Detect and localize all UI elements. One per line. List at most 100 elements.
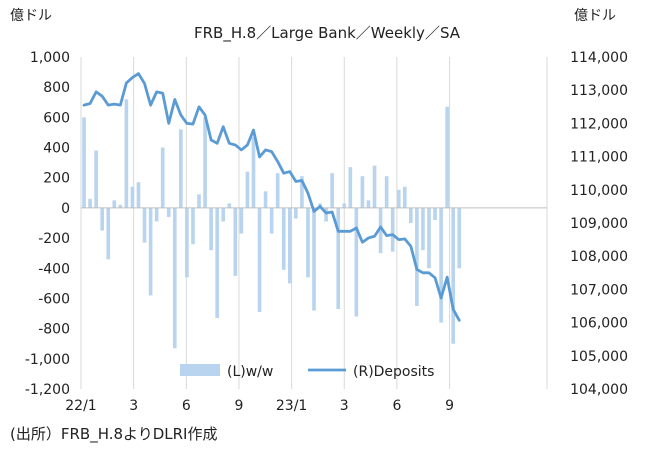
bar xyxy=(227,203,232,208)
right-tick-label: 107,000 xyxy=(570,282,628,298)
x-tick-label: 6 xyxy=(392,398,401,414)
bar xyxy=(257,207,262,313)
bar xyxy=(360,176,365,208)
right-tick-label: 109,000 xyxy=(570,216,628,232)
bar xyxy=(439,207,443,323)
x-tick-label: 6 xyxy=(182,398,191,414)
bar xyxy=(396,189,401,208)
left-tick-label: -1,200 xyxy=(25,382,70,398)
bar xyxy=(172,207,177,349)
right-tick-label: 111,000 xyxy=(570,150,628,166)
bar xyxy=(390,207,395,252)
bar xyxy=(154,207,159,222)
bar xyxy=(427,207,431,269)
x-tick-label: 3 xyxy=(340,398,349,414)
bar xyxy=(451,207,456,344)
bar xyxy=(402,186,407,208)
left-tick-label: -800 xyxy=(38,322,70,338)
bar xyxy=(251,136,256,208)
left-tick-label: 400 xyxy=(43,141,70,157)
left-tick-label: 0 xyxy=(61,201,70,217)
bar xyxy=(366,200,371,208)
x-tick-label: 9 xyxy=(445,398,454,414)
right-axis-unit: 億ドル xyxy=(574,8,616,24)
left-tick-label: 600 xyxy=(43,110,70,126)
bar xyxy=(294,207,298,219)
legend-bar-label: (L)w/w xyxy=(227,364,273,380)
bar xyxy=(324,207,328,222)
bar xyxy=(263,191,268,208)
right-axis-ticks: 114,000 113,000 112,000 111,000 110,000 109,0… xyxy=(570,50,628,398)
left-tick-label: -200 xyxy=(38,231,70,247)
bar xyxy=(275,173,280,208)
bar xyxy=(378,207,383,254)
bar xyxy=(312,207,316,311)
bar xyxy=(82,117,86,208)
bar xyxy=(191,207,195,245)
bar xyxy=(433,207,437,220)
bar xyxy=(148,207,153,296)
left-tick-label: -1,000 xyxy=(25,352,70,368)
x-axis-ticks: 22/1 3 6 9 23/1 3 6 9 xyxy=(65,398,454,414)
bar xyxy=(457,207,462,269)
bar xyxy=(88,198,92,208)
left-tick-label: 200 xyxy=(43,171,70,187)
bar xyxy=(166,207,171,217)
bar xyxy=(415,207,419,306)
legend-line-label: (R)Deposits xyxy=(353,364,434,380)
bar xyxy=(142,207,147,243)
source-note: (出所）FRB_H.8よりDLRI作成 xyxy=(10,425,218,443)
bar xyxy=(130,186,135,208)
bar xyxy=(384,176,389,208)
right-tick-label: 112,000 xyxy=(570,116,628,132)
bar xyxy=(233,207,238,276)
bar xyxy=(160,147,165,208)
left-axis-unit: 億ドル xyxy=(10,8,52,24)
right-tick-label: 110,000 xyxy=(570,183,628,199)
bar xyxy=(203,117,207,208)
bar xyxy=(209,207,213,251)
bar xyxy=(94,150,98,208)
bar xyxy=(118,204,123,208)
right-tick-label: 113,000 xyxy=(570,83,628,99)
bar xyxy=(287,207,292,284)
x-tick-label: 9 xyxy=(234,398,243,414)
bar xyxy=(269,207,274,234)
bar xyxy=(136,182,141,208)
bar xyxy=(354,207,359,317)
bar xyxy=(421,207,425,251)
x-tick-label: 23/1 xyxy=(276,398,307,414)
x-tick-label: 3 xyxy=(129,398,138,414)
left-tick-label: 800 xyxy=(43,80,70,96)
bar xyxy=(197,194,201,208)
legend-bar-swatch xyxy=(180,364,220,376)
right-tick-label: 104,000 xyxy=(570,382,628,398)
bar xyxy=(100,207,104,231)
legend: (L)w/w (R)Deposits xyxy=(180,364,434,380)
left-tick-label: -600 xyxy=(38,291,70,307)
bar xyxy=(124,99,129,208)
bar xyxy=(336,207,341,310)
bar xyxy=(300,176,304,208)
bar xyxy=(281,207,286,270)
bar xyxy=(372,165,377,208)
chart-title: FRB_H.8／Large Bank／Weekly／SA xyxy=(194,24,461,43)
right-tick-label: 106,000 xyxy=(570,316,628,332)
left-tick-label: 1,000 xyxy=(30,50,70,66)
x-tick-label: 22/1 xyxy=(65,398,96,414)
bar xyxy=(221,207,226,222)
bar xyxy=(239,207,244,234)
bar xyxy=(112,200,117,208)
bar xyxy=(348,167,353,208)
left-axis-ticks: 1,000 800 600 400 200 0 -200 -400 -600 -800 -1,000… xyxy=(25,50,70,398)
deposits-line xyxy=(82,72,461,322)
bar xyxy=(106,207,111,260)
bar xyxy=(185,207,189,278)
right-tick-label: 114,000 xyxy=(570,50,628,66)
right-tick-label: 105,000 xyxy=(570,349,628,365)
bar xyxy=(445,106,449,208)
bar xyxy=(330,173,334,208)
bar xyxy=(215,207,219,319)
right-tick-label: 108,000 xyxy=(570,249,628,265)
